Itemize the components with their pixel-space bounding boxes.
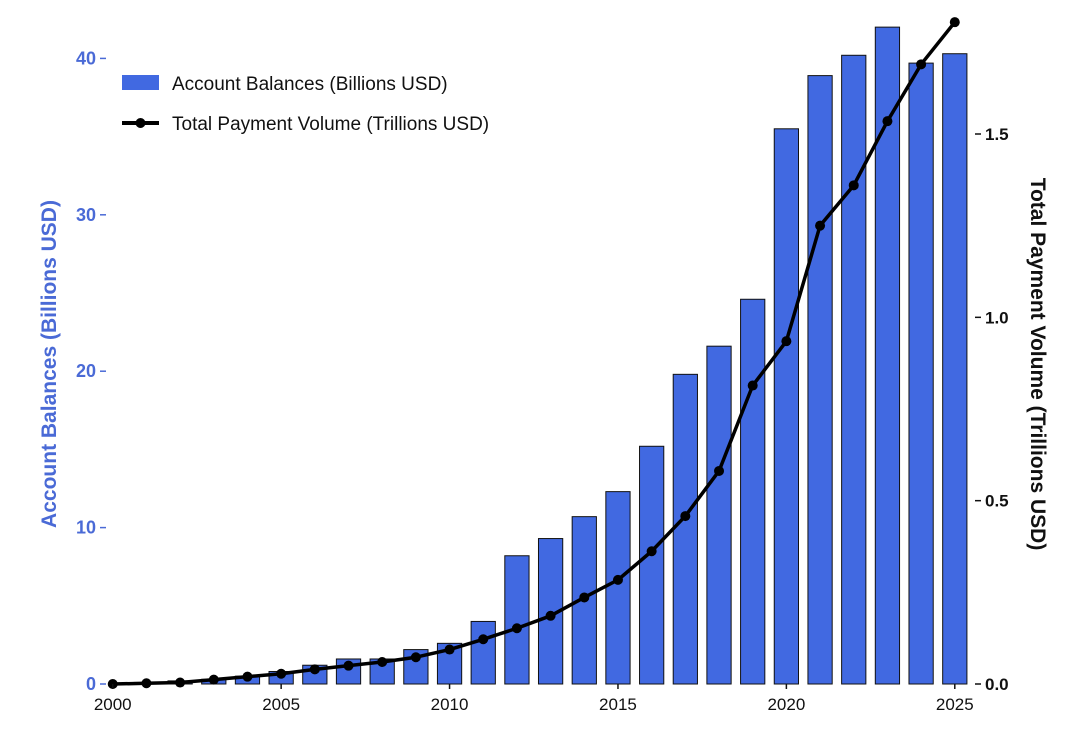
point-2025: [949, 17, 960, 28]
x-tick-label: 2000: [94, 695, 132, 714]
payment-volume-line: [112, 21, 957, 686]
legend-marker-payment-volume: [135, 118, 146, 128]
point-2019: [747, 380, 758, 391]
point-2023: [882, 116, 893, 127]
y-right-tick-label: 1.5: [985, 125, 1009, 144]
y-left-tick-label: 0: [86, 674, 96, 694]
point-2020: [781, 336, 792, 347]
y-left-tick-label: 20: [76, 361, 96, 381]
point-2001: [141, 678, 152, 689]
y-left-tick-label: 10: [76, 518, 96, 538]
bar-2019: [740, 298, 766, 685]
point-2004: [242, 671, 253, 682]
point-2006: [309, 664, 320, 675]
point-2012: [511, 623, 522, 634]
point-2016: [646, 546, 657, 557]
point-2010: [444, 644, 455, 655]
bar-2012: [504, 555, 530, 685]
point-2024: [916, 59, 927, 70]
bar-2016: [639, 445, 665, 685]
point-2011: [478, 634, 489, 645]
x-tick-label: 2015: [599, 695, 637, 714]
bar-2017: [672, 373, 698, 685]
bar-2011: [470, 620, 496, 685]
point-2003: [208, 674, 219, 685]
point-2005: [276, 668, 287, 679]
y-axis-left-label: Account Balances (Billions USD): [38, 200, 61, 528]
y-left-tick-label: 40: [76, 48, 96, 68]
bar-2020: [773, 128, 799, 685]
y-right-tick-label: 0.5: [985, 492, 1009, 511]
legend-label-payment-volume: Total Payment Volume (Trillions USD): [172, 114, 489, 135]
y-axis-right-label: Total Payment Volume (Trillions USD): [1026, 178, 1049, 551]
point-2015: [612, 574, 623, 585]
x-tick-label: 2020: [767, 695, 805, 714]
legend-swatch-account-balances: [122, 75, 159, 90]
y-left-tick-label: 30: [76, 205, 96, 225]
line-layer: [107, 17, 960, 689]
bar-layer: [133, 26, 968, 685]
bar-2022: [841, 54, 867, 685]
x-tick-label: 2005: [262, 695, 300, 714]
y-right-tick-label: 0.0: [985, 675, 1009, 694]
point-2021: [815, 220, 826, 231]
x-tick-label: 2025: [936, 695, 974, 714]
bar-2021: [807, 75, 833, 685]
point-2018: [714, 465, 725, 476]
point-2002: [175, 677, 186, 688]
point-2007: [343, 660, 354, 671]
bar-2024: [908, 62, 934, 685]
x-tick-label: 2010: [431, 695, 469, 714]
point-2014: [579, 592, 590, 603]
axes: 0 10 20 30 40 0.0 0.5 1.0 1.5 2000 2005 2010 2015 202…: [76, 48, 1009, 714]
legend-label-account-balances: Account Balances (Billions USD): [172, 74, 448, 95]
bar-2025: [942, 53, 968, 685]
point-2022: [848, 180, 859, 191]
point-2017: [680, 511, 691, 522]
point-2013: [545, 610, 556, 621]
legend: Account Balances (Billions USD) Total Pa…: [122, 74, 489, 135]
bar-2018: [706, 345, 732, 685]
y-right-tick-label: 1.0: [985, 308, 1009, 327]
point-2009: [410, 652, 421, 663]
bar-2015: [605, 491, 631, 685]
point-2008: [377, 657, 388, 667]
